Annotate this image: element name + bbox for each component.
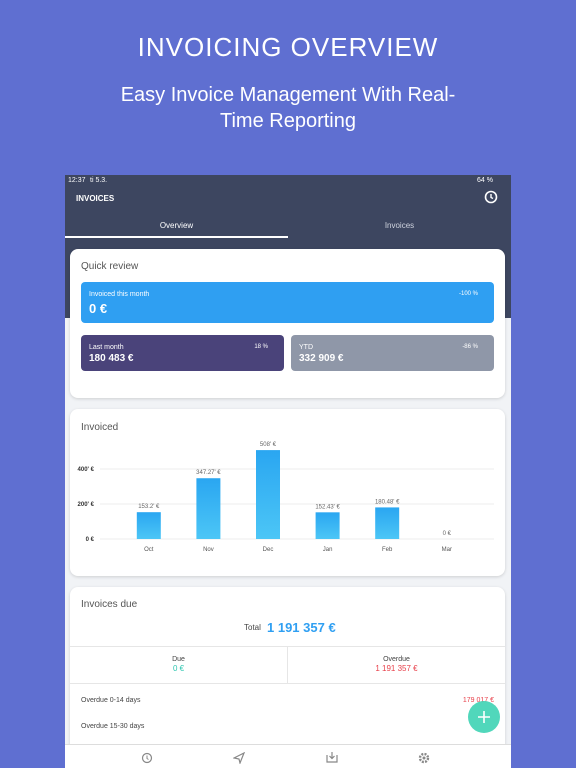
card-title: Quick review [81, 261, 139, 272]
kpi-change: -86 % [462, 344, 478, 350]
history-icon[interactable] [483, 189, 499, 205]
status-battery: 64 % [477, 177, 493, 184]
page-subtitle: Easy Invoice Management With Real-Time R… [120, 84, 456, 132]
kpi-label: Last month [89, 344, 124, 351]
nav-icon[interactable] [141, 752, 153, 764]
value-label: 347.27' € [196, 470, 221, 476]
tab[interactable]: Overview [159, 221, 194, 230]
kpi-label: Invoiced this month [89, 291, 150, 298]
invoices-due-card: Invoices due Total 1 191 357 € Due 0 € O… [70, 587, 505, 768]
kpi-change: -100 % [458, 291, 478, 297]
bar [315, 512, 340, 539]
status-date: ti 5.3. [90, 177, 108, 184]
y-tick-label: 200' € [78, 502, 95, 508]
total-label: Total [244, 623, 261, 632]
kpi-label: YTD [299, 344, 313, 351]
divider [287, 646, 288, 683]
add-button[interactable] [467, 700, 501, 734]
value-label: 508' € [260, 442, 277, 448]
x-tick-label: Oct [144, 547, 154, 553]
value-label: 0 € [443, 531, 452, 537]
x-tick-label: Nov [203, 547, 214, 553]
kpi-box[interactable]: YTD 332 909 € -86 % [291, 335, 494, 371]
x-tick-label: Feb [382, 547, 393, 553]
tab[interactable]: Invoices [384, 221, 415, 230]
card-title: Invoices due [81, 599, 138, 610]
value-label: 152.43' € [315, 504, 340, 510]
app-title: INVOICES [76, 194, 115, 203]
kpi-value: 332 909 € [299, 353, 344, 364]
divider [70, 683, 505, 684]
y-tick-label: 0 € [86, 537, 95, 543]
bar [196, 478, 221, 539]
bar [136, 512, 161, 539]
row-value: 179 017 € [462, 697, 494, 704]
kpi-box[interactable]: Last month 180 483 € 18 % [81, 335, 284, 371]
y-tick-label: 400' € [78, 467, 95, 473]
value-label: 153.2' € [138, 504, 160, 510]
quick-review-card: Quick review Invoiced this month 0 € -10… [70, 249, 505, 398]
value-label: 180.48' € [375, 499, 400, 505]
due-label: Due [172, 656, 185, 663]
tab-indicator [65, 236, 288, 238]
kpi-value: 0 € [89, 301, 108, 316]
status-time: 12:37 [68, 177, 86, 184]
bottom-nav [65, 744, 511, 768]
due-value: 0 € [172, 664, 185, 673]
overdue-label: Overdue [383, 656, 410, 663]
x-tick-label: Jan [323, 547, 333, 553]
bar [256, 450, 280, 539]
kpi-box[interactable]: Invoiced this month 0 € -100 % [81, 282, 494, 323]
page-title: INVOICING OVERVIEW [137, 32, 439, 62]
chart: Invoiced 0 € 200' € 400' € Oct 153.2' € Nov 34… [78, 422, 494, 553]
kpi-value: 180 483 € [89, 353, 134, 364]
nav-icon[interactable] [418, 752, 430, 764]
row-label: Overdue 0-14 days [81, 697, 141, 704]
device-screen: 12:37 ti 5.3. 64 % INVOICES Overview Inv… [65, 175, 511, 768]
x-tick-label: Dec [263, 547, 274, 553]
chart-title: Invoiced [81, 422, 118, 433]
chart-card: Invoiced 0 € 200' € 400' € Oct 153.2' € Nov 34… [70, 409, 505, 576]
bar [375, 507, 400, 539]
kpi-change: 18 % [254, 344, 268, 350]
nav-icon[interactable] [326, 751, 338, 763]
overdue-value: 1 191 357 € [375, 664, 418, 673]
total-value: 1 191 357 € [267, 620, 336, 635]
row-label: Overdue 15-30 days [81, 723, 145, 730]
x-tick-label: Mar [442, 547, 452, 553]
nav-icon[interactable] [233, 752, 245, 764]
